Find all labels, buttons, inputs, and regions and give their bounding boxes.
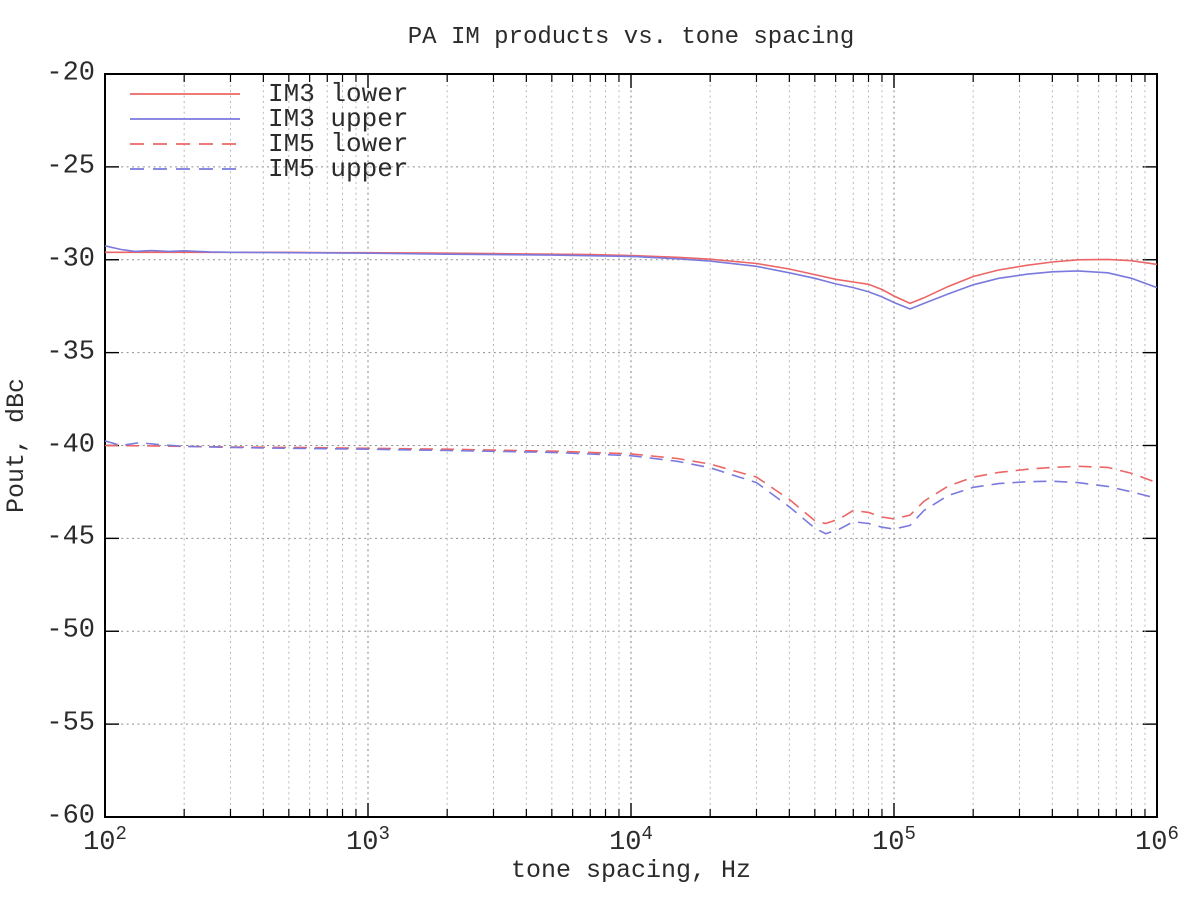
legend-line-sample — [130, 167, 240, 170]
y-tick-label: -40 — [46, 430, 95, 460]
legend: IM3 lower IM3 upper IM5 lower IM5 upper — [128, 78, 409, 184]
legend-label: IM3 upper — [268, 103, 409, 134]
y-tick-label: -25 — [46, 151, 95, 182]
legend-line-sample — [130, 117, 240, 120]
chart-title: PA IM products vs. tone spacing — [407, 24, 855, 51]
y-tick-label: -60 — [46, 801, 95, 832]
legend-item: IM3 lower — [128, 78, 409, 109]
y-tick-label: -30 — [46, 244, 95, 275]
y-tick-label: -55 — [46, 708, 95, 739]
legend-item: IM3 upper — [128, 103, 409, 134]
legend-item: IM5 lower — [128, 128, 409, 159]
legend-line-sample — [130, 92, 240, 95]
legend-line-sample — [130, 142, 240, 145]
legend-label: IM5 lower — [268, 128, 409, 159]
y-tick-label: -50 — [46, 615, 95, 646]
y-tick-label: -20 — [46, 58, 95, 89]
series-im5-lower — [104, 444, 1158, 525]
x-tick-label: 102 — [83, 823, 127, 858]
x-tick-label: 105 — [872, 823, 916, 858]
x-tick-label: 103 — [346, 823, 390, 858]
x-axis-label: tone spacing, Hz — [510, 856, 752, 885]
x-tick-label: 104 — [609, 823, 653, 858]
series-im5-upper — [104, 440, 1158, 535]
y-tick-label: -35 — [46, 337, 95, 368]
x-tick-label: 106 — [1135, 823, 1179, 858]
series-im3-upper — [104, 245, 1158, 310]
legend-item: IM5 upper — [128, 153, 409, 184]
y-tick-label: -45 — [46, 522, 95, 553]
legend-label: IM3 lower — [268, 78, 409, 109]
legend-label: IM5 upper — [268, 153, 409, 184]
